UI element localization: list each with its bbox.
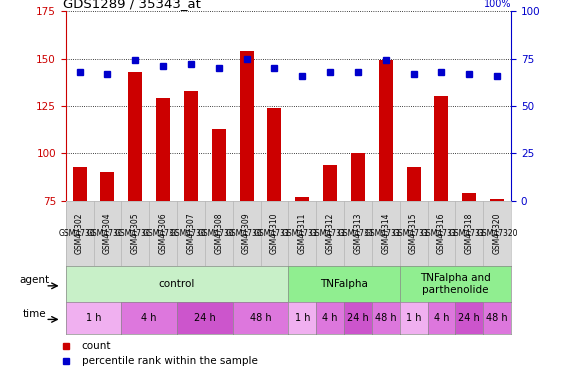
Text: GSM47318: GSM47318	[449, 229, 490, 238]
Bar	[379, 60, 393, 201]
Text: TNFalpha: TNFalpha	[320, 279, 368, 289]
Text: GSM47316: GSM47316	[421, 229, 462, 238]
Text: control: control	[159, 279, 195, 289]
Text: 24 h: 24 h	[459, 313, 480, 323]
Text: GSM47318: GSM47318	[465, 213, 474, 254]
Bar	[267, 108, 282, 201]
Text: 1 h: 1 h	[295, 313, 310, 323]
Text: GSM47308: GSM47308	[198, 229, 239, 238]
Text: GSM47314: GSM47314	[365, 229, 407, 238]
Text: GSM47306: GSM47306	[142, 229, 184, 238]
Text: agent: agent	[19, 275, 50, 285]
Text: GSM47305: GSM47305	[131, 213, 140, 254]
Text: GSM47310: GSM47310	[270, 213, 279, 254]
Text: GSM47302: GSM47302	[59, 229, 100, 238]
Text: GSM47313: GSM47313	[353, 213, 363, 254]
Text: GSM47309: GSM47309	[242, 213, 251, 254]
Text: GSM47305: GSM47305	[114, 229, 156, 238]
Text: 4 h: 4 h	[142, 313, 157, 323]
Text: GSM47311: GSM47311	[297, 213, 307, 254]
Text: 1 h: 1 h	[86, 313, 101, 323]
Text: GSM47307: GSM47307	[170, 229, 212, 238]
Text: GSM47308: GSM47308	[214, 213, 223, 254]
Text: count: count	[82, 340, 111, 351]
Text: GSM47304: GSM47304	[87, 229, 128, 238]
Bar	[323, 165, 337, 201]
Bar	[73, 166, 87, 201]
Text: GSM47312: GSM47312	[325, 213, 335, 254]
Text: GSM47302: GSM47302	[75, 213, 84, 254]
Text: 1 h: 1 h	[406, 313, 421, 323]
Text: GSM47307: GSM47307	[186, 213, 195, 254]
Text: GSM47306: GSM47306	[159, 213, 168, 254]
Text: 48 h: 48 h	[486, 313, 508, 323]
Bar	[295, 197, 309, 201]
Bar	[463, 193, 476, 201]
Text: 24 h: 24 h	[347, 313, 369, 323]
Text: 48 h: 48 h	[375, 313, 397, 323]
Text: GSM47314: GSM47314	[381, 213, 391, 254]
Bar	[407, 166, 421, 201]
Text: 24 h: 24 h	[194, 313, 216, 323]
Text: GSM47315: GSM47315	[409, 213, 418, 254]
Text: GSM47312: GSM47312	[309, 229, 351, 238]
Bar	[351, 153, 365, 201]
Text: GSM47304: GSM47304	[103, 213, 112, 254]
Bar	[100, 172, 114, 201]
Text: GSM47310: GSM47310	[254, 229, 295, 238]
Text: 4 h: 4 h	[434, 313, 449, 323]
Text: GSM47320: GSM47320	[476, 229, 518, 238]
Text: GSM47315: GSM47315	[393, 229, 435, 238]
Text: 4 h: 4 h	[323, 313, 338, 323]
Bar	[490, 199, 504, 201]
Text: time: time	[23, 309, 46, 319]
Text: 48 h: 48 h	[250, 313, 271, 323]
Bar	[435, 96, 448, 201]
Text: GSM47320: GSM47320	[493, 213, 502, 254]
Text: TNFalpha and
parthenolide: TNFalpha and parthenolide	[420, 273, 490, 295]
Text: GDS1289 / 35343_at: GDS1289 / 35343_at	[63, 0, 202, 10]
Text: percentile rank within the sample: percentile rank within the sample	[82, 356, 258, 366]
Text: 100%: 100%	[484, 0, 511, 9]
Bar	[156, 98, 170, 201]
Text: GSM47313: GSM47313	[337, 229, 379, 238]
Bar	[240, 51, 254, 201]
Text: GSM47309: GSM47309	[226, 229, 267, 238]
Text: GSM47311: GSM47311	[282, 229, 323, 238]
Text: GSM47316: GSM47316	[437, 213, 446, 254]
Bar	[128, 72, 142, 201]
Bar	[184, 91, 198, 201]
Bar	[212, 129, 226, 201]
